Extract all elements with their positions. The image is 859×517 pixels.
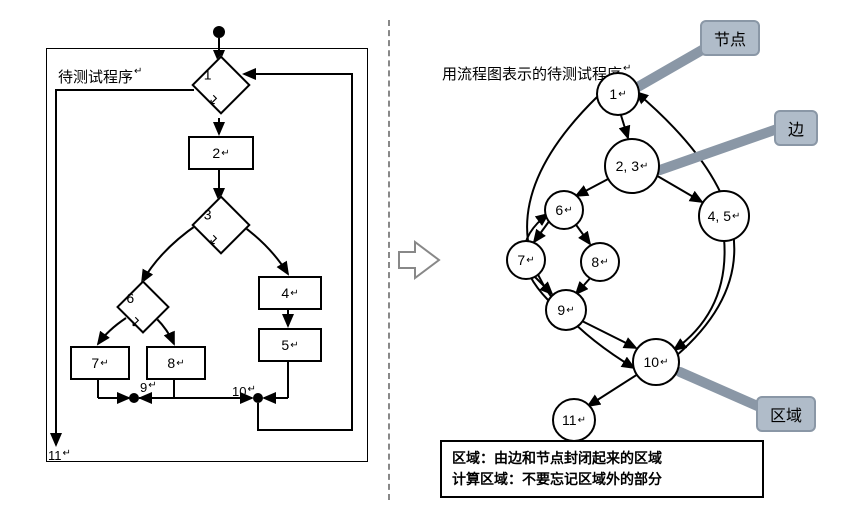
node-9: 9↵: [545, 289, 587, 331]
left-panel-border: [46, 48, 368, 462]
node-10: 10↵: [632, 338, 680, 386]
label-11: 11↵: [48, 448, 71, 463]
callout-edge: 边: [774, 110, 818, 146]
node-8: 8↵: [580, 242, 620, 282]
rect-2: 2↵: [188, 136, 254, 170]
node-7: 7↵: [506, 240, 546, 280]
node-11: 11↵: [552, 398, 596, 442]
rect-5: 5↵: [258, 328, 322, 362]
big-arrow-icon: [395, 236, 443, 284]
note-box: 区域：由边和节点封闭起来的区域 计算区域：不要忘记区域外的部分: [440, 440, 764, 498]
start-dot: [213, 26, 225, 38]
node-6: 6↵: [544, 190, 584, 230]
label-10: 10↵: [232, 384, 256, 399]
merge-dot-9: [129, 393, 139, 403]
rect-8: 8↵: [146, 346, 206, 380]
diagram-root: { "left_title": "待测试程序", "right_title": …: [0, 0, 859, 517]
note-line-2: 计算区域：不要忘记区域外的部分: [452, 469, 752, 490]
node-23: 2, 3↵: [604, 138, 660, 194]
node-1: 1↵: [596, 72, 640, 116]
rect-4: 4↵: [258, 276, 322, 310]
vertical-divider: [388, 20, 390, 500]
callout-region: 区域: [756, 396, 816, 432]
callout-node: 节点: [700, 20, 760, 56]
note-line-1: 区域：由边和节点封闭起来的区域: [452, 448, 752, 469]
label-9: 9↵: [140, 380, 157, 395]
rect-7: 7↵: [70, 346, 130, 380]
node-45: 4, 5↵: [698, 190, 750, 242]
